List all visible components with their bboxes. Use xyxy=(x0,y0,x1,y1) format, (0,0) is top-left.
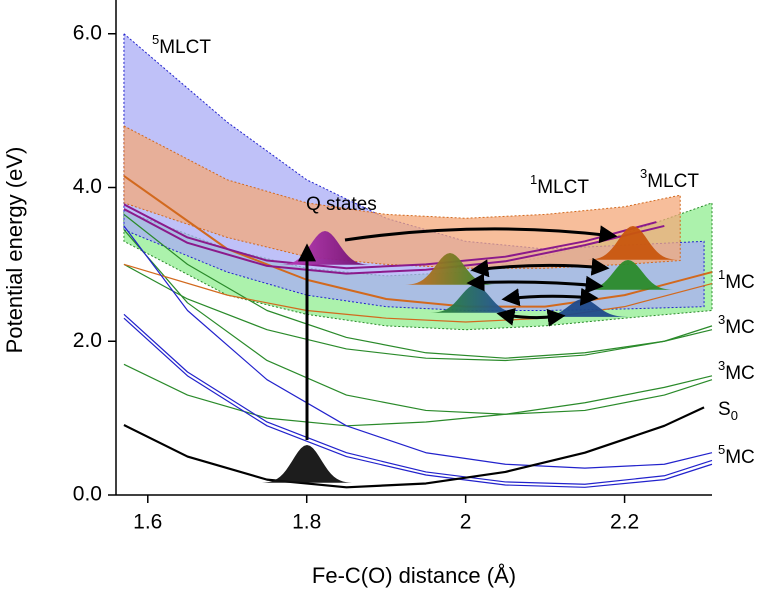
curve xyxy=(123,229,713,415)
label-3mc: 3MC xyxy=(718,312,755,338)
curve xyxy=(123,263,713,323)
wavepackets xyxy=(262,226,678,483)
x-tick-label: 2.2 xyxy=(610,511,639,534)
annotations: 5MLCT Q states 1MLCT 3MLCT 1MC 3MC 3MC S… xyxy=(152,32,755,468)
label-q-states: Q states xyxy=(306,194,377,215)
curve xyxy=(123,313,713,485)
curve xyxy=(123,203,657,270)
x-axis-label: Fe-C(O) distance (Å) xyxy=(312,563,516,588)
label-3mlct: 3MLCT xyxy=(640,166,699,192)
arrow xyxy=(344,225,618,244)
wavepacket xyxy=(430,285,520,313)
wavepacket xyxy=(583,260,673,290)
wavepacket xyxy=(588,226,678,260)
curve xyxy=(123,363,713,427)
label-5mlct: 5MLCT xyxy=(152,32,211,58)
y-tick-label: 2.0 xyxy=(73,329,102,352)
x-tick-label: 1.8 xyxy=(292,511,321,534)
wavepacket xyxy=(262,445,352,483)
lines xyxy=(123,175,713,489)
curve xyxy=(123,225,713,469)
curve xyxy=(123,213,713,359)
arrow xyxy=(470,257,610,278)
arrow xyxy=(496,307,566,327)
curve xyxy=(123,317,713,488)
y-axis-label: Potential energy (eV) xyxy=(2,147,27,354)
label-3mc: 3MC xyxy=(718,358,755,384)
y-tick-label: 4.0 xyxy=(73,175,102,198)
axes: 1.6 1.8 2 2.2 0.0 2.0 4.0 6.0 xyxy=(73,0,712,534)
curve xyxy=(123,208,665,275)
curve xyxy=(123,406,705,489)
arrow xyxy=(466,273,604,294)
label-5mc: 5MC xyxy=(718,442,755,468)
curve xyxy=(123,263,713,362)
x-tick-label: 2 xyxy=(460,511,472,534)
label-1mlct: 1MLCT xyxy=(530,172,589,198)
curve xyxy=(123,175,713,308)
y-tick-label: 6.0 xyxy=(73,21,102,44)
arrows xyxy=(298,225,618,440)
arrow xyxy=(501,287,599,307)
label-s0: S0 xyxy=(718,399,738,423)
y-tick-label: 0.0 xyxy=(73,483,102,506)
x-tick-label: 1.6 xyxy=(133,511,162,534)
label-1mc: 1MC xyxy=(718,267,755,293)
band xyxy=(123,125,681,269)
